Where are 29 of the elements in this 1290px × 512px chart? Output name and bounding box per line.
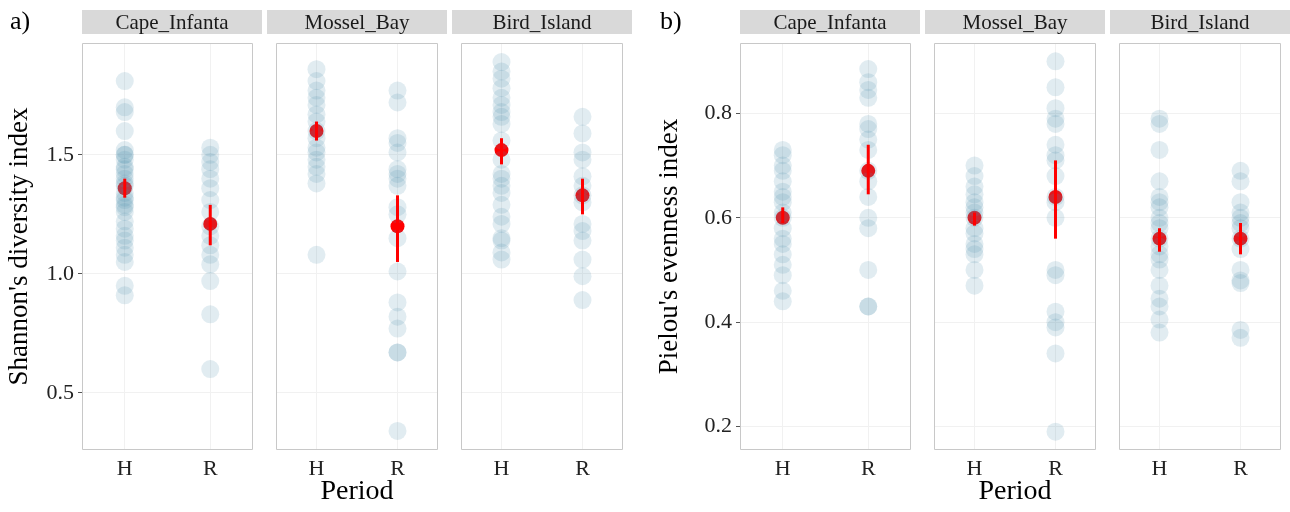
x-tick-label: R [860, 454, 876, 480]
chart-title: Mossel_Bay [267, 10, 447, 34]
x-tick-label: H [966, 454, 983, 480]
y-axis-title: Pielou's evenness index [653, 118, 684, 375]
x-tick-label: H [308, 454, 325, 480]
text: b) [660, 6, 682, 36]
x-tick-label: R [202, 454, 218, 480]
x-tick-label: R [1048, 454, 1064, 480]
x-tick-label: H [493, 454, 510, 480]
y-tick-label: 0.5 [46, 378, 74, 404]
y-tick-label: 1.0 [46, 259, 74, 285]
chart-title: Mossel_Bay [925, 10, 1105, 34]
x-tick-label: H [1151, 454, 1168, 480]
x-tick-label: R [575, 454, 591, 480]
chart-title: Bird_Island [452, 10, 632, 34]
y-tick-label: 0.6 [704, 203, 732, 229]
chart-title: Cape_Infanta [740, 10, 920, 34]
chart-title: Bird_Island [1110, 10, 1290, 34]
text: a) [10, 6, 31, 36]
chart-title: Cape_Infanta [82, 10, 262, 34]
x-tick-label: R [1233, 454, 1249, 480]
x-tick-label: H [116, 454, 133, 480]
y-tick-label: 0.4 [704, 307, 732, 333]
y-tick-label: 0.8 [704, 99, 732, 125]
y-tick-label: 0.2 [704, 412, 732, 438]
x-tick-label: R [390, 454, 406, 480]
x-tick-label: H [774, 454, 791, 480]
y-axis-title: Shannon's diversity index [3, 107, 34, 386]
y-tick-label: 1.5 [46, 140, 74, 166]
